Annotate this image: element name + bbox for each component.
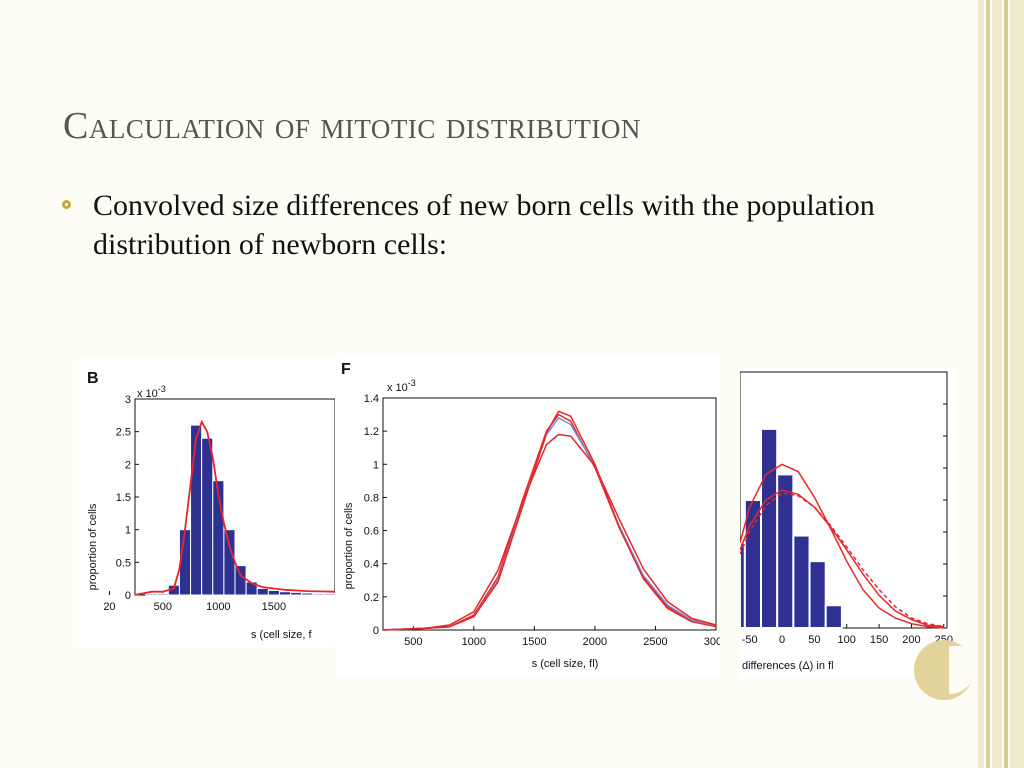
b-xtick-label: 1500 <box>262 601 286 613</box>
b-ytick-label: 3 <box>125 394 131 406</box>
decorative-side-stripes <box>978 0 1024 768</box>
f-xtick-label: 1000 <box>462 636 486 648</box>
ylabel-f: proportion of cells <box>343 502 355 589</box>
d-bar <box>776 473 795 630</box>
b-bar <box>267 589 280 596</box>
d-xtick-label: 100 <box>838 634 856 646</box>
b-bar <box>256 587 269 596</box>
f-ytick-label: 0.8 <box>364 492 379 504</box>
line-chart-f: F x 10-3 proportion of cells s (cell siz… <box>341 361 728 670</box>
panel-label-b: B <box>87 370 99 387</box>
exponent-label-b: x 10-3 <box>137 384 166 400</box>
f-ytick-label: 0.4 <box>364 559 379 571</box>
stripe-3 <box>992 0 1002 768</box>
d-fit-curve <box>739 463 944 629</box>
histogram-chart-delta: differences (Δ) in fl -50050100150200250 <box>739 371 953 672</box>
b-ytick-label: 2 <box>125 459 131 471</box>
f-series-line <box>382 410 717 631</box>
f-ytick-label: 0.6 <box>364 526 379 538</box>
f-plot-frame <box>382 397 717 631</box>
b-bar <box>190 424 203 596</box>
b-fit-curve <box>134 419 336 596</box>
bullet-marker <box>62 200 71 209</box>
d-bar <box>792 534 811 629</box>
b-ytick-label: 1 <box>125 525 131 537</box>
b-bar <box>234 565 247 596</box>
b-bar <box>156 593 169 596</box>
stripe-4 <box>1004 0 1008 768</box>
b-xtick-label: 20 <box>103 601 115 613</box>
b-bar <box>290 591 303 596</box>
b-ytick-label: 2.5 <box>116 427 131 439</box>
d-xtick-label: 50 <box>808 634 820 646</box>
b-bar <box>278 591 292 596</box>
chart-panel-f: F x 10-3 proportion of cells s (cell siz… <box>337 354 728 676</box>
d-fit-curve <box>739 492 944 628</box>
f-series-line <box>382 417 717 631</box>
f-series-line <box>382 413 717 631</box>
b-xtick-label: 500 <box>154 601 172 613</box>
slide-title: Calculation of mitotic distribution <box>63 105 641 147</box>
bullet-item: Convolved size differences of new born c… <box>62 186 892 264</box>
b-bar <box>201 437 214 596</box>
d-bar <box>760 427 779 630</box>
ylabel-b: proportion of cells <box>87 503 99 590</box>
f-xtick-label: 2500 <box>643 636 667 648</box>
stripe-1 <box>978 0 984 768</box>
xlabel-b: s (cell size, f <box>251 629 312 641</box>
chart-panel-b: B x 10-3 proportion of cells s (cell siz… <box>79 357 336 647</box>
xlabel-f: s (cell size, fl) <box>532 658 599 670</box>
d-xtick-label: 200 <box>902 634 920 646</box>
f-xtick-label: 500 <box>404 636 422 648</box>
b-ytick-label: 0.5 <box>116 557 131 569</box>
bullet-text: Convolved size differences of new born c… <box>93 189 875 261</box>
b-bar <box>223 529 236 596</box>
f-xtick-label: 2000 <box>583 636 607 648</box>
f-ytick-label: 1.4 <box>364 393 379 405</box>
d-xtick-label: 0 <box>779 634 785 646</box>
f-ytick-label: 1.2 <box>364 426 379 438</box>
f-ytick-label: 0 <box>373 625 379 637</box>
b-xtick-label: 1000 <box>206 601 230 613</box>
d-bar <box>824 604 843 630</box>
f-series-line <box>382 433 717 631</box>
b-ytick-label: 1.5 <box>116 492 131 504</box>
stripe-2 <box>986 0 990 768</box>
chart-panel-delta: differences (Δ) in fl -50050100150200250 <box>739 368 955 678</box>
b-bar <box>323 593 336 596</box>
d-xtick-label: 150 <box>870 634 888 646</box>
b-bar <box>301 592 314 596</box>
f-ytick-label: 1 <box>373 459 379 471</box>
panel-label-f: F <box>341 361 351 378</box>
b-bar <box>312 593 325 596</box>
xlabel-delta: differences (Δ) in fl <box>742 660 834 672</box>
f-ytick-label: 0.2 <box>364 592 379 604</box>
stripe-5 <box>1010 0 1024 768</box>
d-bar <box>808 560 827 629</box>
f-xtick-label: 1500 <box>522 636 546 648</box>
d-fit-curve <box>739 489 944 628</box>
b-ytick-label: 0 <box>125 590 131 602</box>
b-bar <box>145 593 158 596</box>
histogram-chart-b: B x 10-3 proportion of cells s (cell siz… <box>87 370 336 641</box>
d-xtick-label: -50 <box>742 634 758 646</box>
exponent-label-f: x 10-3 <box>387 378 416 394</box>
